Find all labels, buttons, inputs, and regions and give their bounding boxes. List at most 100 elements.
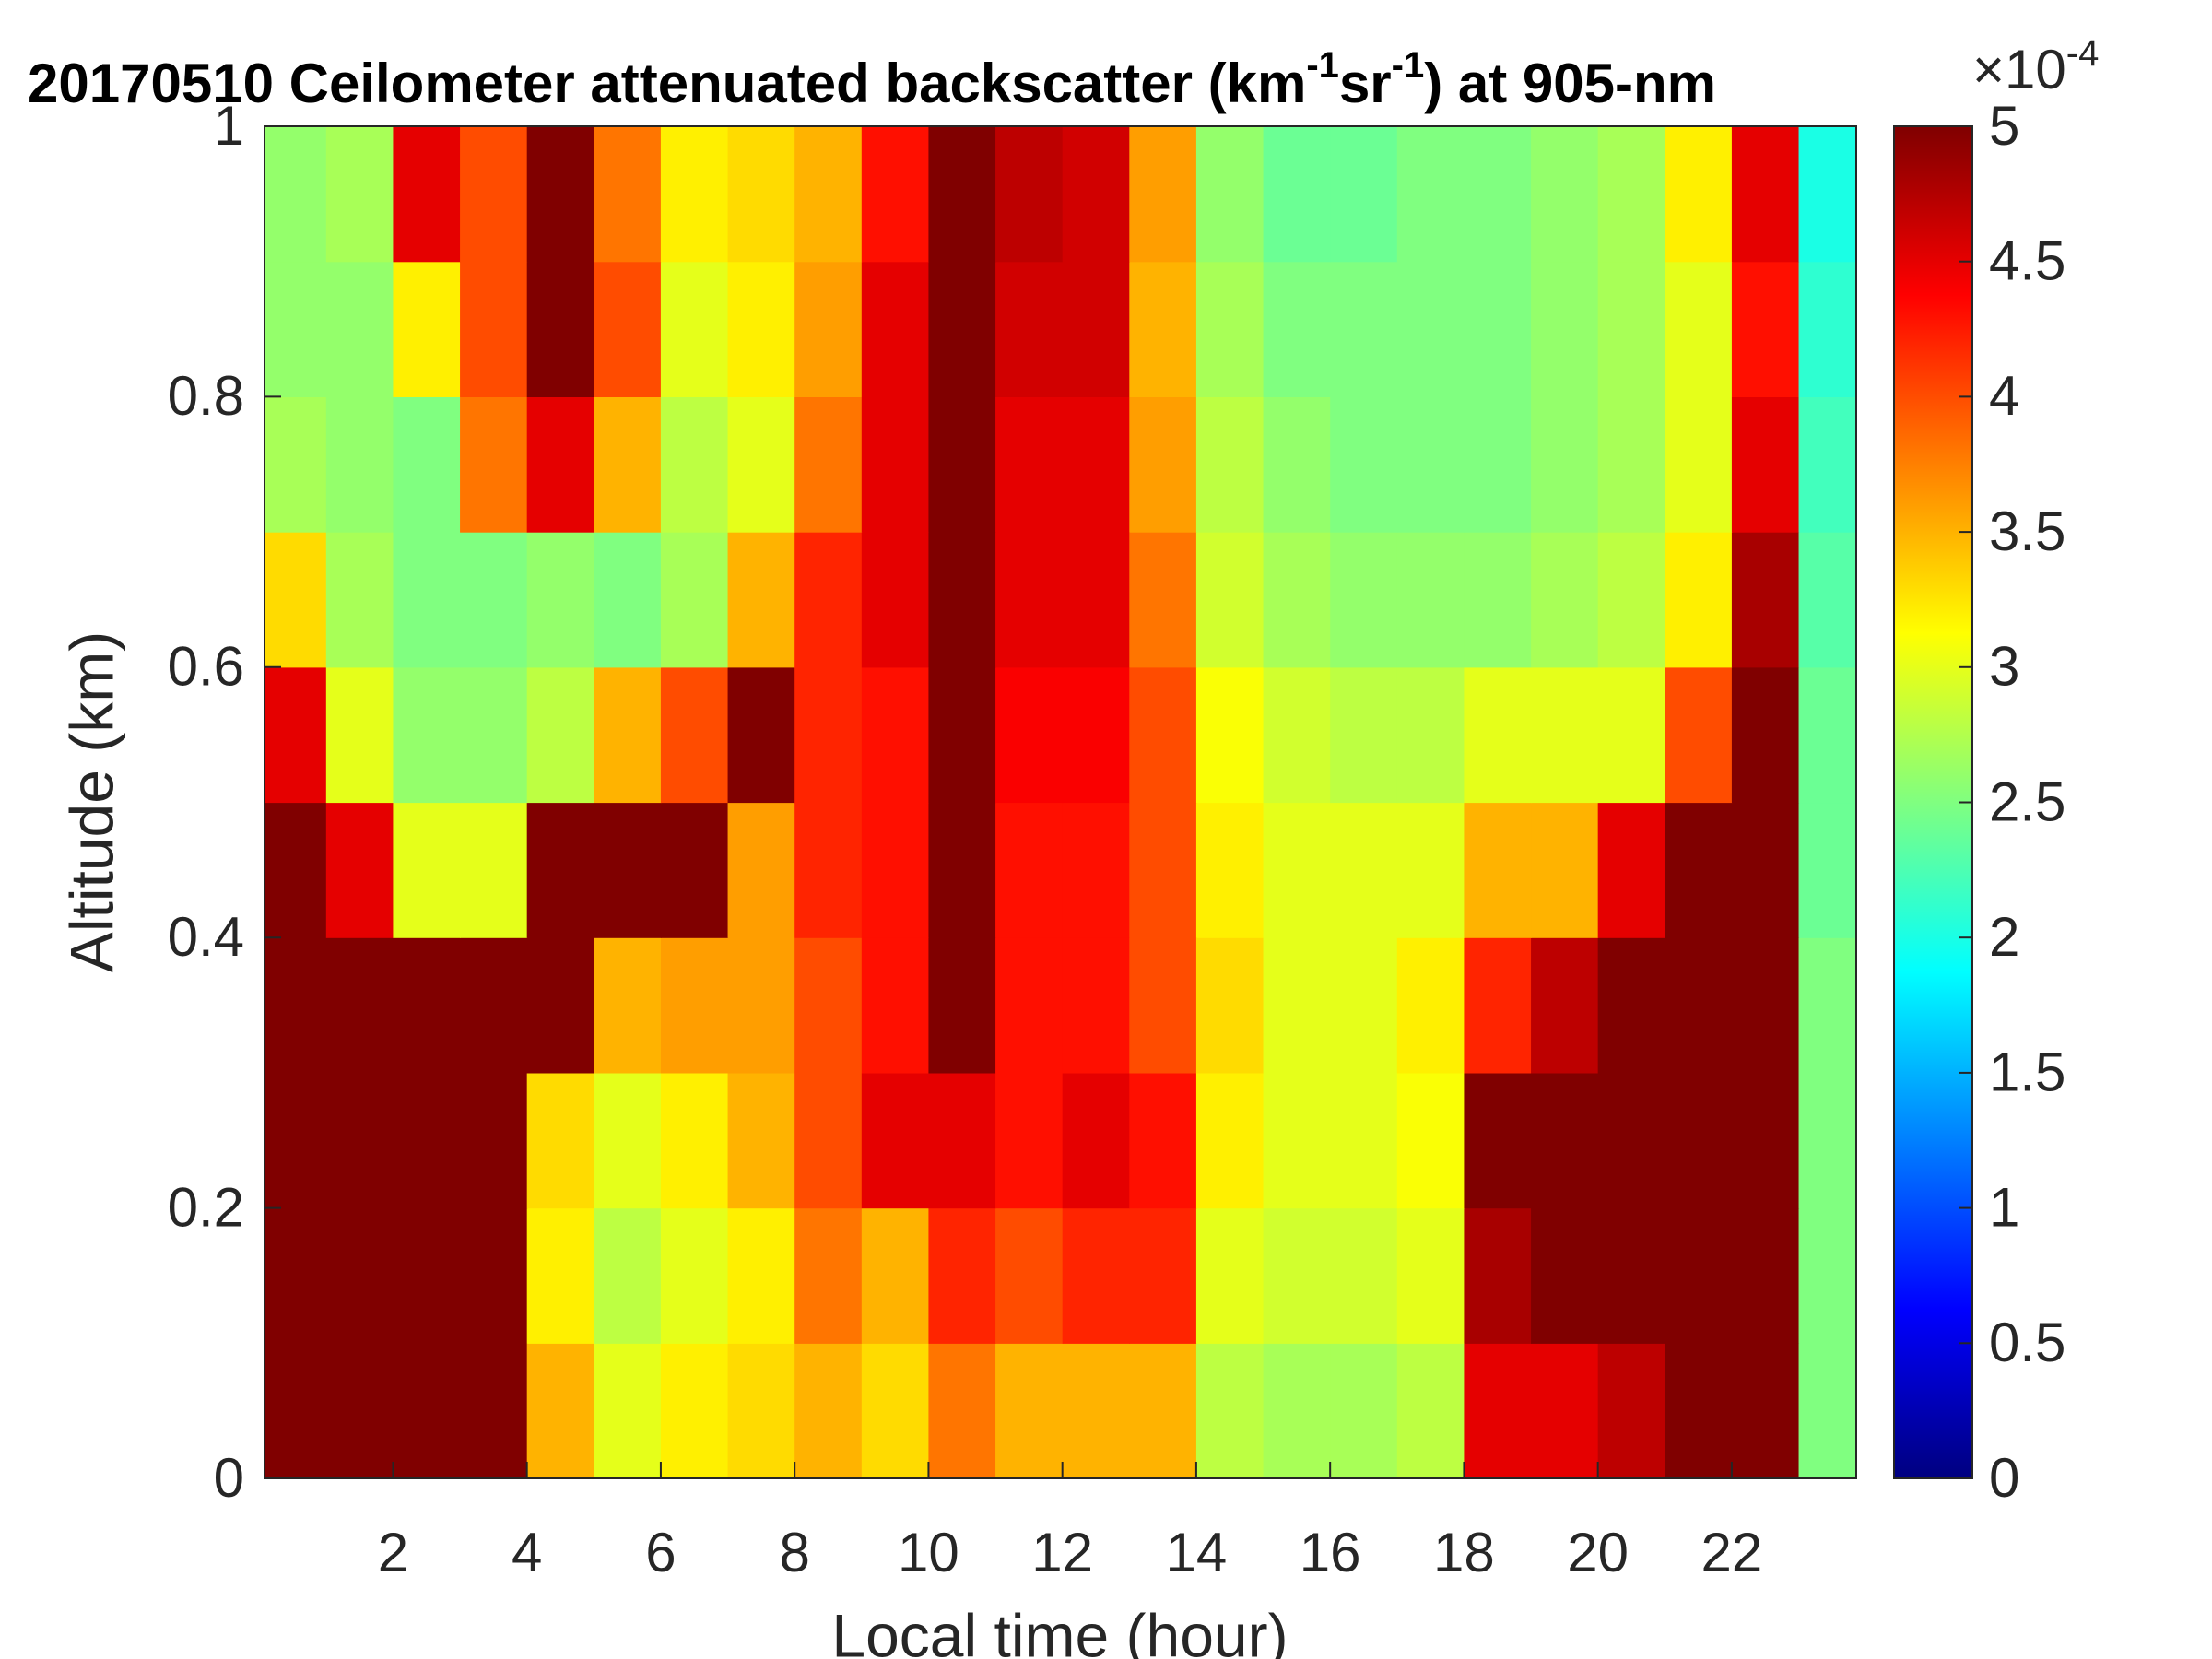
colorbar-tick-label: 1.5 xyxy=(1989,1041,2065,1103)
heatmap-cell xyxy=(794,261,863,397)
heatmap-cell xyxy=(1263,126,1331,263)
heatmap-cell xyxy=(1597,396,1665,533)
x-tick-label: 4 xyxy=(512,1522,542,1583)
heatmap-cell xyxy=(1531,396,1599,533)
colorbar-tick-label: 2 xyxy=(1989,906,2019,968)
x-tick-label: 6 xyxy=(645,1522,676,1583)
heatmap-cell xyxy=(526,126,594,263)
heatmap-cell xyxy=(1731,802,1800,938)
heatmap-cell xyxy=(928,937,996,1074)
heatmap-cell xyxy=(995,666,1064,804)
heatmap-cell xyxy=(325,126,394,263)
title-sup: -1 xyxy=(1392,45,1425,86)
heatmap-cell xyxy=(325,937,394,1074)
heatmap-cell xyxy=(1129,126,1197,263)
heatmap-cell xyxy=(393,1343,461,1478)
heatmap-cell xyxy=(1597,532,1665,668)
heatmap-cell xyxy=(594,802,662,938)
heatmap-cell xyxy=(928,802,996,938)
heatmap-cell xyxy=(325,532,394,668)
heatmap-cell xyxy=(861,126,930,263)
heatmap-cell xyxy=(1531,802,1599,938)
heatmap-cell xyxy=(928,1072,996,1209)
heatmap-cell xyxy=(594,261,662,397)
heatmap-cell xyxy=(794,802,863,938)
heatmap-cell xyxy=(1330,532,1398,668)
heatmap-cell xyxy=(660,1072,729,1209)
heatmap-cell xyxy=(1129,396,1197,533)
colorbar-tick-label: 2.5 xyxy=(1989,771,2065,832)
heatmap-cell xyxy=(1263,261,1331,397)
heatmap-cell xyxy=(660,937,729,1074)
plot-frame xyxy=(264,125,1857,1479)
heatmap-cell xyxy=(1464,1072,1532,1209)
heatmap-cell xyxy=(325,666,394,804)
heatmap-cell xyxy=(526,1207,594,1344)
heatmap-cell xyxy=(861,1343,930,1478)
heatmap-cell xyxy=(1195,1207,1265,1344)
heatmap-cell xyxy=(1195,1072,1265,1209)
heatmap-cell xyxy=(1731,126,1800,263)
heatmap-cell xyxy=(393,1072,461,1209)
heatmap-cell xyxy=(1330,937,1398,1074)
heatmap-cell xyxy=(1798,802,1856,938)
heatmap-cell xyxy=(1195,532,1265,668)
heatmap-cell xyxy=(393,1207,461,1344)
heatmap-cell xyxy=(265,1207,327,1344)
heatmap-cell xyxy=(861,937,930,1074)
exponent-power: -4 xyxy=(2066,33,2100,74)
heatmap-cell xyxy=(1129,532,1197,668)
heatmap-cell xyxy=(1798,261,1856,397)
heatmap-cell xyxy=(995,937,1064,1074)
x-tick-label: 2 xyxy=(378,1522,408,1583)
heatmap-cell xyxy=(727,802,795,938)
heatmap-cell xyxy=(526,261,594,397)
x-tick-label: 12 xyxy=(1031,1522,1093,1583)
heatmap-cell xyxy=(1531,261,1599,397)
heatmap-cell xyxy=(1597,126,1665,263)
heatmap-cell xyxy=(1665,126,1733,263)
heatmap-cell xyxy=(1330,1207,1398,1344)
heatmap-cell xyxy=(1798,126,1856,263)
heatmap-cell xyxy=(1330,261,1398,397)
heatmap-cell xyxy=(1731,261,1800,397)
heatmap-cell xyxy=(861,1207,930,1344)
heatmap-cell xyxy=(1396,666,1465,804)
heatmap-cell xyxy=(1129,937,1197,1074)
heatmap-cell xyxy=(660,396,729,533)
heatmap-cell xyxy=(1531,1207,1599,1344)
heatmap-cell xyxy=(1195,937,1265,1074)
heatmap-cell xyxy=(526,396,594,533)
heatmap-cell xyxy=(660,126,729,263)
heatmap-cell xyxy=(594,1072,662,1209)
heatmap-cell xyxy=(526,937,594,1074)
exponent-base: ×10 xyxy=(1972,39,2066,100)
heatmap-cell xyxy=(1062,802,1130,938)
heatmap-cell xyxy=(526,1072,594,1209)
heatmap-cell xyxy=(1665,666,1733,804)
heatmap-cell xyxy=(325,1072,394,1209)
heatmap-cell xyxy=(861,261,930,397)
x-tick-label: 20 xyxy=(1567,1522,1629,1583)
heatmap-cell xyxy=(1665,1207,1733,1344)
colorbar-tick-label: 3.5 xyxy=(1989,500,2065,562)
heatmap-cell xyxy=(1665,1072,1733,1209)
heatmap-cell xyxy=(995,802,1064,938)
heatmap-cell xyxy=(1129,802,1197,938)
heatmap-cell xyxy=(1396,532,1465,668)
heatmap-cell xyxy=(928,396,996,533)
heatmap-cell xyxy=(1731,532,1800,668)
heatmap-cell xyxy=(660,1207,729,1344)
heatmap-cell xyxy=(1597,261,1665,397)
heatmap-cell xyxy=(861,532,930,668)
y-tick-label: 0.2 xyxy=(168,1176,244,1238)
colorbar-tick-label: 4 xyxy=(1989,365,2019,427)
heatmap-cell xyxy=(1665,396,1733,533)
heatmap-cell xyxy=(1464,1207,1532,1344)
heatmap-cell xyxy=(1195,396,1265,533)
heatmap-cell xyxy=(1396,396,1465,533)
heatmap-cell xyxy=(1062,1343,1130,1478)
colorbar-tick-label: 5 xyxy=(1989,95,2019,157)
